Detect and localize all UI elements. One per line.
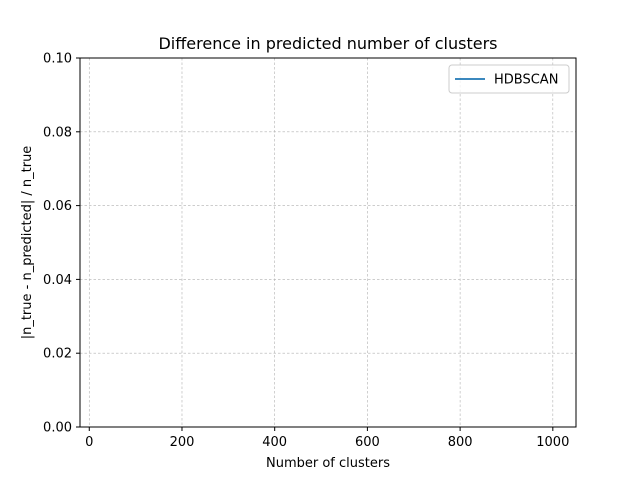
x-tick-label: 400 bbox=[262, 435, 287, 450]
y-tick-label: 0.06 bbox=[43, 199, 72, 214]
y-axis: 0.00 0.02 0.04 0.06 0.08 0.10 bbox=[43, 52, 80, 436]
legend: HDBSCAN bbox=[448, 64, 570, 94]
x-tick-label: 1000 bbox=[536, 435, 569, 450]
y-tick-label: 0.00 bbox=[43, 421, 72, 436]
legend-box bbox=[448, 64, 570, 94]
chart-title: Difference in predicted number of cluste… bbox=[158, 34, 497, 53]
x-tick-label: 600 bbox=[355, 435, 380, 450]
x-tick-label: 200 bbox=[170, 435, 195, 450]
grid bbox=[80, 57, 576, 428]
y-tick-label: 0.04 bbox=[43, 273, 72, 288]
plot-area-frame bbox=[79, 57, 577, 428]
x-axis-label: Number of clusters bbox=[266, 456, 390, 471]
y-tick-label: 0.10 bbox=[43, 52, 72, 67]
x-tick-label: 0 bbox=[85, 435, 93, 450]
x-axis: 0 200 400 600 800 1000 bbox=[85, 427, 569, 450]
y-tick-label: 0.02 bbox=[43, 347, 72, 362]
x-tick-label: 800 bbox=[448, 435, 473, 450]
y-tick-label: 0.08 bbox=[43, 125, 72, 140]
y-axis-label: |n_true - n_predicted| / n_true bbox=[20, 146, 35, 340]
legend-label: HDBSCAN bbox=[494, 73, 558, 88]
